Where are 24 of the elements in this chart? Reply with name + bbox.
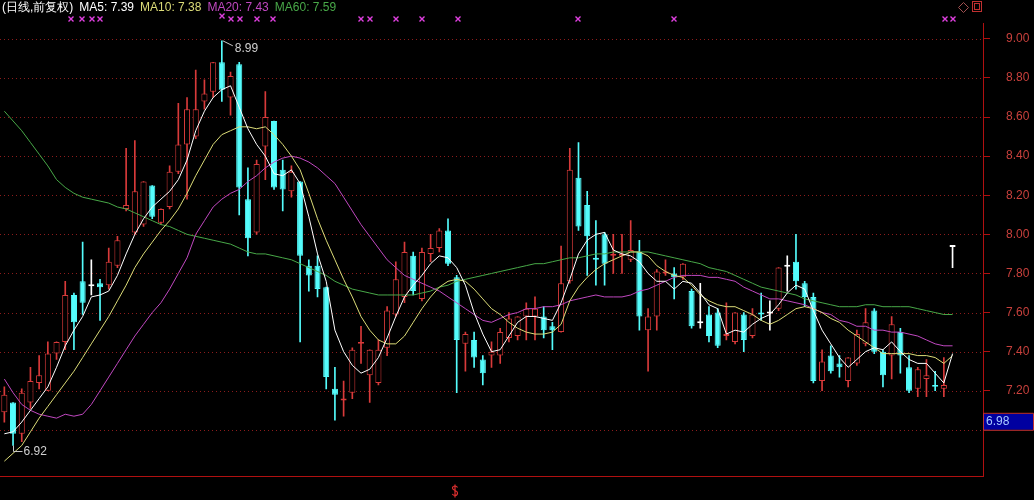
candlestick (97, 279, 104, 321)
y-tick-label: 7.60 (1006, 304, 1030, 319)
text: MA20: 7.43 (207, 0, 269, 14)
text: MA10: 7.38 (140, 0, 202, 14)
candlestick (36, 355, 43, 390)
y-tick-label: 8.80 (1006, 70, 1030, 85)
y-tick-label: 8.60 (1006, 109, 1030, 124)
text: MA60: 7.59 (274, 0, 337, 14)
y-tick-label: 8.40 (1006, 148, 1030, 163)
candlestick (645, 308, 652, 372)
text: 6.98 (986, 414, 1010, 429)
y-tick-label: 7.40 (1006, 343, 1030, 358)
candlestick (331, 366, 338, 421)
y-tick-label: 8.00 (1006, 226, 1030, 241)
y-tick-label: 7.20 (1006, 383, 1030, 398)
candlestick (123, 148, 130, 212)
y-tick-label: 9.00 (1006, 31, 1030, 46)
annotation: 8.99 (234, 41, 259, 56)
y-tick-label: 8.20 (1006, 187, 1030, 202)
candlestick (940, 357, 947, 397)
chart-title: (日线,前复权) (2, 0, 74, 14)
text: MA5: 7.39 (79, 0, 135, 14)
y-tick-label: 7.80 (1006, 265, 1030, 280)
annotation: 6.92 (23, 443, 48, 458)
